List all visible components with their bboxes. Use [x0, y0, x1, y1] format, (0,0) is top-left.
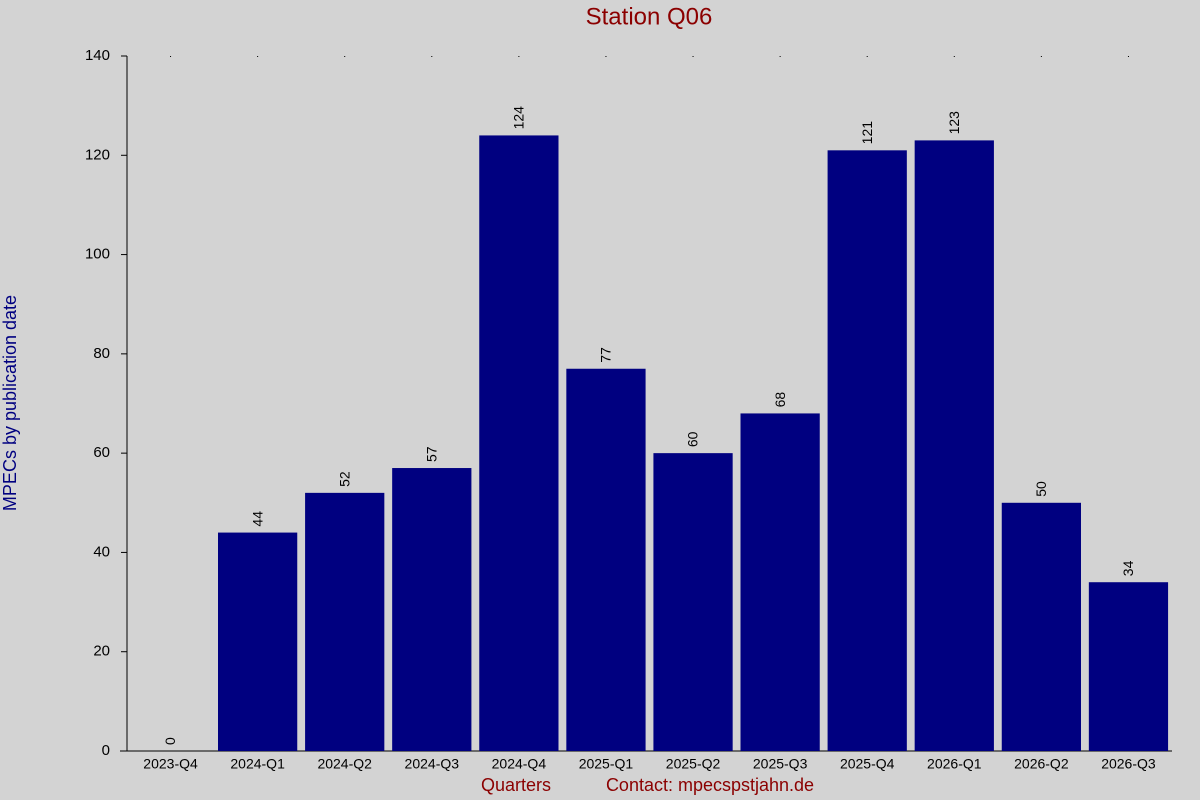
value-label: 121 — [859, 121, 875, 145]
y-tick-label: 20 — [93, 643, 110, 660]
value-label: 44 — [249, 511, 265, 527]
value-label: 123 — [946, 111, 962, 135]
x-tick-label: 2025-Q1 — [579, 756, 634, 772]
x-axis-label: Quarters — [481, 775, 551, 795]
contact-note: Contact: mpecspstjahn.de — [606, 775, 814, 795]
y-tick-label: 100 — [85, 246, 110, 263]
x-tick-label: 2024-Q4 — [492, 756, 547, 772]
y-tick-label: 40 — [93, 543, 110, 560]
bar — [218, 532, 298, 751]
x-tick-label: 2024-Q3 — [405, 756, 460, 772]
y-tick-label: 80 — [93, 345, 110, 362]
y-tick-label: 140 — [85, 47, 110, 64]
bar — [827, 150, 907, 752]
bar — [566, 368, 646, 751]
chart-title: Station Q06 — [586, 3, 713, 30]
y-tick-label: 120 — [85, 146, 110, 163]
value-label: 50 — [1033, 481, 1049, 497]
value-label: 0 — [162, 737, 178, 745]
x-tick-label: 2025-Q3 — [753, 756, 808, 772]
value-label: 124 — [511, 106, 527, 130]
bar — [479, 135, 559, 751]
bar — [653, 453, 733, 751]
x-tick-label: 2026-Q2 — [1014, 756, 1069, 772]
y-tick-label: 0 — [102, 742, 110, 759]
value-label: 52 — [336, 471, 352, 487]
bar — [305, 492, 385, 751]
x-tick-label: 2024-Q2 — [317, 756, 372, 772]
value-label: 77 — [598, 347, 614, 363]
bar — [740, 413, 820, 751]
bar — [1001, 502, 1081, 751]
y-axis-label: MPECs by publication date — [0, 295, 20, 511]
x-tick-label: 2026-Q1 — [927, 756, 982, 772]
bar — [392, 468, 472, 751]
value-label: 34 — [1120, 560, 1136, 576]
x-tick-label: 2025-Q4 — [840, 756, 895, 772]
x-tick-label: 2023-Q4 — [143, 756, 198, 772]
bar — [1088, 582, 1169, 751]
y-tick-label: 60 — [93, 444, 110, 461]
x-tick-label: 2024-Q1 — [230, 756, 285, 772]
bar — [914, 140, 994, 752]
x-tick-label: 2025-Q2 — [666, 756, 721, 772]
x-tick-label: 2026-Q3 — [1101, 756, 1156, 772]
value-label: 57 — [423, 446, 439, 462]
value-label: 60 — [685, 431, 701, 447]
value-label: 68 — [772, 392, 788, 408]
